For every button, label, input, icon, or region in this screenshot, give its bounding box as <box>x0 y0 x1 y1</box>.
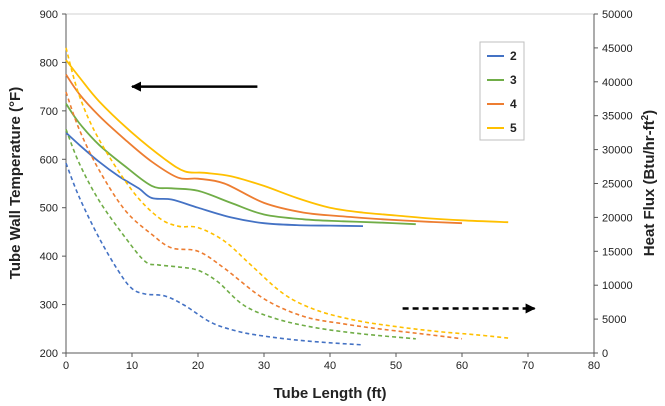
heat-flux-line-4 <box>65 91 463 340</box>
y-left-tick-label: 600 <box>40 154 58 166</box>
x-tick-label: 30 <box>258 360 270 372</box>
heat-flux-line-5 <box>65 47 509 339</box>
y-left-tick-label: 800 <box>40 57 58 69</box>
heat-flux-line-3 <box>65 129 416 340</box>
heat-flux-line-2 <box>65 162 364 346</box>
y-right-tick-label: 5000 <box>602 314 626 326</box>
y-right-tick-label: 0 <box>602 348 608 360</box>
y-axis-left-label: Tube Wall Temperature (°F) <box>7 87 24 279</box>
y-right-tick-label: 20000 <box>602 212 633 224</box>
y-right-tick-label: 30000 <box>602 145 633 157</box>
y-left-tick-label: 500 <box>40 203 58 215</box>
y-left-tick-label: 700 <box>40 106 58 118</box>
y-left-tick-label: 200 <box>40 348 58 360</box>
y-right-tick-label: 50000 <box>602 9 633 21</box>
legend-box <box>479 41 525 141</box>
y-axis-right-label-end: ) <box>641 110 658 115</box>
temperature-line-4 <box>65 74 463 225</box>
legend: 2 3 4 5 <box>479 41 525 141</box>
x-axis-label: Tube Length (ft) <box>273 385 386 402</box>
x-tick-label: 20 <box>192 360 204 372</box>
temperature-line-2 <box>65 132 364 227</box>
y-right-tick-label: 10000 <box>602 280 633 292</box>
x-tick-label: 60 <box>456 360 468 372</box>
series-group <box>65 47 509 346</box>
x-tick-label: 10 <box>126 360 138 372</box>
legend-label-2: 2 <box>510 49 517 63</box>
y-axis-right-label: Heat Flux (Btu/hr-ft2) <box>640 110 658 256</box>
legend-label-4: 4 <box>510 97 517 111</box>
x-tick-label: 70 <box>522 360 534 372</box>
temperature-line-3 <box>65 103 416 226</box>
arrows <box>131 81 536 314</box>
y-axis-right-label-main: Heat Flux (Btu/hr-ft <box>641 120 658 256</box>
y-right-tick-label: 15000 <box>602 246 633 258</box>
y-axis-right-label-sup: 2 <box>640 114 651 120</box>
x-tick-label: 0 <box>63 360 69 372</box>
y-left-tick-label: 400 <box>40 251 58 263</box>
y-right-tick-label: 25000 <box>602 179 633 191</box>
axes: 0 10 20 30 40 50 60 70 8020030040050060070080090… <box>40 9 633 372</box>
y-right-tick-label: 45000 <box>602 43 633 55</box>
legend-label-3: 3 <box>510 73 517 87</box>
legend-label-5: 5 <box>510 121 517 135</box>
temperature-line-5 <box>65 59 509 224</box>
y-left-tick-label: 900 <box>40 9 58 21</box>
x-tick-label: 80 <box>588 360 600 372</box>
x-tick-label: 40 <box>324 360 336 372</box>
x-tick-label: 50 <box>390 360 402 372</box>
y-right-tick-label: 35000 <box>602 111 633 123</box>
y-left-tick-label: 300 <box>40 300 58 312</box>
y-right-tick-label: 40000 <box>602 77 633 89</box>
